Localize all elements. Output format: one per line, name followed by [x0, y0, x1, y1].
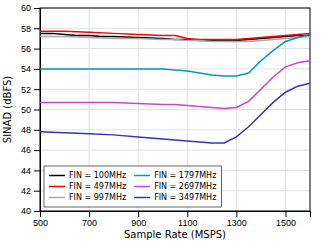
plot: 500 700 900 1100 1300 1500 40 42 44 46 48 50 52 54 56 5… — [21, 3, 311, 228]
tick-mark — [89, 211, 90, 217]
y-axis-title: SINAD (dBFS) — [2, 76, 13, 144]
legend-item: FIN = 1797MHz — [134, 171, 216, 180]
legend-swatch — [134, 175, 150, 177]
grid-line — [40, 109, 310, 110]
legend-item: FIN = 2697MHz — [134, 182, 216, 191]
tick-mark — [34, 130, 40, 131]
tick: 58 — [21, 24, 40, 34]
tick-mark — [34, 28, 40, 29]
tick-mark — [187, 211, 188, 217]
grid-line — [40, 129, 310, 130]
legend-item: FIN = 497MHz — [49, 182, 126, 191]
legend-label: FIN = 997MHz — [69, 193, 126, 202]
legend-label: FIN = 497MHz — [69, 182, 126, 191]
legend-swatch — [49, 186, 65, 188]
legend-swatch — [134, 186, 150, 188]
tick: 900 — [131, 211, 146, 228]
tick-label: 1300 — [227, 218, 247, 228]
tick-mark — [34, 69, 40, 70]
legend-label: FIN = 1797MHz — [154, 171, 216, 180]
tick-label: 1500 — [276, 218, 296, 228]
tick-label: 500 — [33, 218, 48, 228]
tick: 1300 — [227, 211, 247, 228]
tick-label: 40 — [21, 206, 31, 216]
series-line — [40, 34, 310, 76]
tick-label: 700 — [82, 218, 97, 228]
x-axis-title: Sample Rate (MSPS) — [124, 229, 226, 240]
grid-line — [40, 28, 310, 29]
tick: 500 — [33, 211, 48, 228]
tick-label: 46 — [21, 145, 31, 155]
lines — [40, 31, 310, 143]
tick-label: 48 — [21, 125, 31, 135]
axis-line — [41, 212, 311, 218]
series-line — [40, 83, 310, 143]
legend-swatch — [134, 197, 150, 199]
tick-mark — [34, 191, 40, 192]
tick: 60 — [21, 3, 40, 13]
tick: 46 — [21, 145, 40, 155]
tick-mark — [34, 49, 40, 50]
series-line — [40, 36, 310, 41]
tick-mark — [34, 211, 40, 212]
tick: 42 — [21, 186, 40, 196]
legend-box — [44, 166, 221, 207]
grid-line — [40, 89, 310, 90]
tick: 44 — [21, 166, 40, 176]
legend-swatch — [49, 197, 65, 199]
grid-line — [40, 48, 310, 49]
tick: 52 — [21, 85, 40, 95]
tick-mark — [34, 8, 40, 9]
tick-label: 50 — [21, 105, 31, 115]
tick: 56 — [21, 44, 40, 54]
tick: 54 — [21, 64, 40, 74]
grid — [40, 8, 310, 211]
tick-label: 44 — [21, 166, 31, 176]
y-axis: 40 42 44 46 48 50 52 54 56 58 60 — [21, 3, 41, 216]
tick-label: 42 — [21, 186, 31, 196]
tick: 48 — [21, 125, 40, 135]
legend-item: FIN = 3497MHz — [134, 193, 216, 202]
tick-label: 52 — [21, 85, 31, 95]
legend-item: FIN = 997MHz — [49, 193, 126, 202]
legend-swatch — [49, 175, 65, 177]
tick-label: 54 — [21, 64, 31, 74]
grid-line — [40, 150, 310, 151]
tick: 1100 — [178, 211, 197, 228]
tick-label: 900 — [131, 218, 146, 228]
tick-mark — [285, 211, 286, 217]
legend-item: FIN = 100MHz — [49, 171, 126, 180]
tick-label: 58 — [21, 24, 31, 34]
tick-label: 60 — [21, 3, 31, 13]
tick-label: 1100 — [178, 218, 197, 228]
tick: 50 — [21, 105, 40, 115]
legend: FIN = 100MHz FIN = 497MHz FIN = 997MHz FIN … — [44, 166, 221, 207]
legend-label: FIN = 100MHz — [69, 171, 126, 180]
x-axis: 500 700 900 1100 1300 1500 — [33, 211, 311, 228]
series-line — [40, 61, 310, 109]
tick-label: 56 — [21, 44, 31, 54]
tick-mark — [138, 211, 139, 217]
tick: 40 — [21, 206, 40, 216]
legend-label: FIN = 2697MHz — [154, 182, 216, 191]
tick-mark — [34, 89, 40, 90]
tick-mark — [34, 150, 40, 151]
legend-label: FIN = 3497MHz — [154, 193, 216, 202]
chart: 500 700 900 1100 1300 1500 40 42 44 46 48 50 52 54 56 5… — [0, 0, 322, 243]
tick-mark — [34, 110, 40, 111]
tick: 700 — [82, 211, 97, 228]
series-line — [40, 31, 310, 39]
plot-frame — [40, 8, 310, 211]
tick-mark — [34, 170, 40, 171]
tick-mark — [236, 211, 237, 217]
tick: 1500 — [276, 211, 296, 228]
